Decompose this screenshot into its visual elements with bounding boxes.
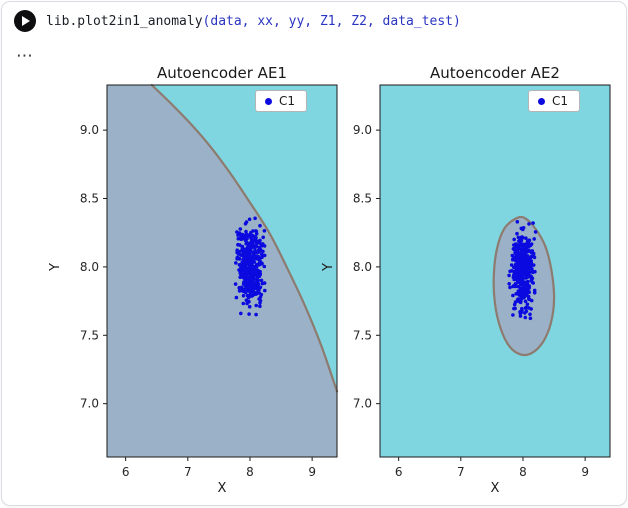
plot-canvas-ae2: 6 7 8 9 7.0 7.5 8.0 8.5 9.0	[353, 84, 611, 479]
svg-text:7.5: 7.5	[80, 328, 99, 342]
svg-text:9: 9	[308, 465, 316, 479]
svg-text:9: 9	[581, 465, 589, 479]
y-axis-label: Y	[48, 263, 63, 271]
svg-text:9.0: 9.0	[80, 123, 99, 137]
svg-text:8.5: 8.5	[80, 192, 99, 206]
plot-title: Autoencoder AE1	[157, 64, 287, 82]
svg-text:8: 8	[246, 465, 254, 479]
plot-title: Autoencoder AE2	[430, 64, 560, 82]
cell-header: lib.plot2in1_anomaly(data, xx, yy, Z1, Z…	[14, 10, 461, 32]
svg-text:8.5: 8.5	[353, 192, 372, 206]
svg-text:7: 7	[457, 465, 465, 479]
svg-text:7.5: 7.5	[353, 328, 372, 342]
svg-text:6: 6	[122, 465, 130, 479]
x-axis-label: X	[217, 481, 227, 496]
more-options-icon[interactable]: ⋯	[16, 46, 34, 66]
code-args: (data, xx, yy, Z1, Z2, data_test)	[202, 13, 461, 29]
legend-marker-icon	[265, 97, 272, 105]
svg-text:8.0: 8.0	[353, 260, 372, 274]
code-line[interactable]: lib.plot2in1_anomaly(data, xx, yy, Z1, Z…	[46, 14, 461, 29]
legend-label: C1	[552, 94, 569, 108]
legend: C1	[255, 90, 308, 112]
run-cell-button[interactable]	[14, 10, 36, 32]
legend-marker-icon	[538, 97, 545, 105]
code-function: lib.plot2in1_anomaly	[46, 13, 203, 29]
svg-text:8.0: 8.0	[80, 260, 99, 274]
figure-output: Autoencoder AE1 6 7 8 9 7.0 7.5 8.0 8.5 9.0 X Y …	[2, 50, 626, 505]
x-axis-label: X	[490, 481, 500, 496]
subplot-ae2: Autoencoder AE2 6 7 8 9 7.0 7.5 8.0 8.5 9.0 X Y …	[315, 57, 615, 502]
legend-label: C1	[279, 94, 296, 108]
svg-text:8: 8	[519, 465, 527, 479]
plot-canvas-ae1: 6 7 8 9 7.0 7.5 8.0 8.5 9.0	[80, 83, 339, 479]
svg-text:9.0: 9.0	[353, 123, 372, 137]
y-axis-label: Y	[321, 263, 336, 271]
play-icon	[22, 16, 30, 26]
svg-text:7: 7	[184, 465, 192, 479]
svg-text:7.0: 7.0	[80, 397, 99, 411]
subplot-ae1: Autoencoder AE1 6 7 8 9 7.0 7.5 8.0 8.5 9.0 X Y …	[42, 57, 342, 502]
svg-text:6: 6	[395, 465, 403, 479]
svg-text:7.0: 7.0	[353, 397, 372, 411]
legend: C1	[528, 90, 581, 112]
